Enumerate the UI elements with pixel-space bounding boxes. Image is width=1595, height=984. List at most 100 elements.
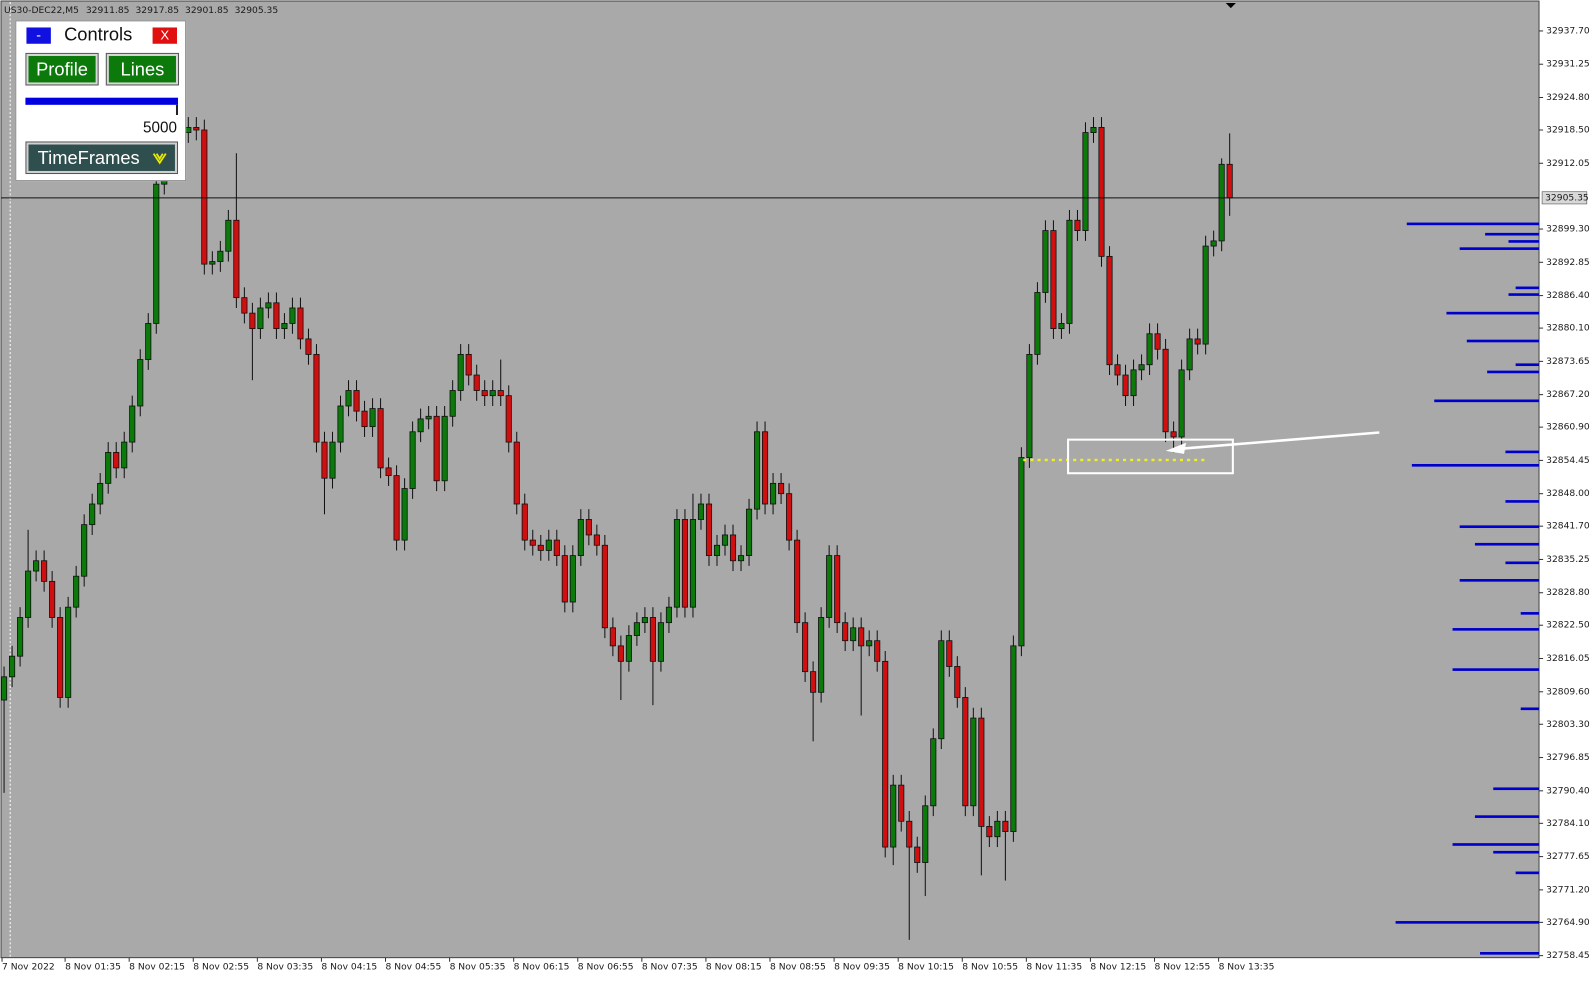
candle-body [1034, 292, 1041, 355]
candle-body [537, 544, 544, 551]
y-tick-label: 32771.20 [1546, 885, 1590, 895]
candles [1, 117, 1540, 955]
header-high: 32917.85 [135, 6, 179, 16]
candle-body [145, 323, 152, 360]
candle-body [489, 390, 496, 397]
profile-bar [1446, 311, 1540, 315]
profile-bar [1505, 450, 1540, 454]
profile-bar [1406, 222, 1540, 226]
candle-body [569, 555, 576, 603]
candle-body [753, 431, 761, 510]
profile-bar [1508, 240, 1540, 243]
x-tick-label: 8 Nov 01:35 [65, 962, 121, 972]
y-tick-label: 32764.90 [1546, 918, 1590, 928]
minimize-button[interactable]: - [26, 27, 51, 44]
candle-body [577, 519, 584, 556]
candle-body [770, 482, 777, 505]
profile-bar [1520, 707, 1540, 711]
current-price-box [1541, 191, 1588, 205]
y-tick-label: 32873.65 [1546, 357, 1590, 367]
candle-body [481, 390, 488, 397]
candle-body [73, 575, 80, 608]
profile-bar [1452, 668, 1540, 671]
slider[interactable] [25, 97, 179, 105]
candle-body [1106, 255, 1113, 366]
candle-body [65, 606, 72, 698]
candle-body [970, 717, 977, 807]
arrow-head [1165, 442, 1187, 454]
candle-body [705, 503, 713, 556]
candle-body [1050, 230, 1057, 330]
candle-body [890, 784, 897, 848]
x-tick-label: 8 Nov 04:15 [321, 962, 377, 972]
candle-body [1010, 645, 1017, 832]
candle-body [665, 606, 672, 624]
candle-body [441, 415, 448, 482]
x-tick-label: 8 Nov 04:55 [386, 962, 442, 972]
annotations [1023, 3, 1380, 475]
candle-body [369, 408, 376, 428]
candle-body [906, 820, 913, 848]
profile-bar [1452, 628, 1540, 631]
candle-body [289, 307, 296, 324]
slider-handle[interactable] [175, 104, 179, 116]
candle-body [1098, 127, 1105, 257]
chevron-icon [152, 153, 167, 165]
y-tick-label: 32758.45 [1546, 951, 1590, 961]
candle-body [826, 555, 833, 618]
panel-title: Controls [64, 24, 133, 45]
candle-body [1082, 132, 1089, 231]
candle-body [1122, 374, 1129, 397]
profile-button[interactable]: Profile [25, 52, 99, 86]
candle-body [1130, 369, 1137, 397]
profile-bar [1474, 542, 1540, 546]
profile-bar [1505, 500, 1540, 503]
candle-body [625, 635, 632, 662]
close-button[interactable]: X [152, 27, 177, 44]
candle-body [922, 805, 929, 863]
x-tick-label: 8 Nov 13:35 [1219, 962, 1275, 972]
candle-body [649, 617, 656, 662]
candle-body [810, 671, 817, 693]
candle-body [121, 441, 128, 469]
symbol: US30-DEC22,M5 [4, 6, 79, 16]
candle-body [417, 418, 424, 433]
profile-bar [1505, 561, 1540, 565]
candle-body [321, 441, 328, 479]
candle-body [721, 534, 729, 546]
candle-body [233, 219, 240, 299]
candle-body [978, 717, 985, 827]
candle-body [57, 617, 64, 698]
profile-bar [1459, 525, 1540, 529]
candle-body [385, 467, 392, 477]
profile-bar [1459, 247, 1540, 250]
candle-body [41, 560, 48, 582]
candle-body [986, 826, 993, 838]
lines-button[interactable]: Lines [105, 52, 180, 86]
candle-body [193, 127, 200, 131]
x-tick-label: 8 Nov 06:55 [578, 962, 634, 972]
candle-body [745, 508, 753, 556]
candle-body [1186, 338, 1193, 371]
candle-body [802, 622, 809, 673]
candle-body [225, 219, 232, 252]
candle-body [345, 390, 352, 407]
candle-body [329, 441, 336, 479]
candle-body [465, 353, 472, 376]
profile-bar [1466, 339, 1540, 343]
candle-body [697, 503, 705, 520]
candle-body [281, 323, 288, 330]
profile-bar [1411, 463, 1540, 467]
y-tick-label: 32848.00 [1546, 489, 1590, 499]
candle-body [1138, 364, 1145, 371]
timeframes-dropdown[interactable]: TimeFrames [25, 141, 179, 175]
candle-body [1194, 338, 1201, 345]
candle-body [713, 544, 721, 556]
profile-bar [1487, 370, 1540, 374]
candle-body [930, 738, 937, 807]
profile-bar [1515, 286, 1540, 290]
candle-body [1146, 333, 1153, 366]
y-tick-label: 32777.65 [1546, 852, 1590, 862]
x-tick-label: 8 Nov 06:15 [514, 962, 570, 972]
